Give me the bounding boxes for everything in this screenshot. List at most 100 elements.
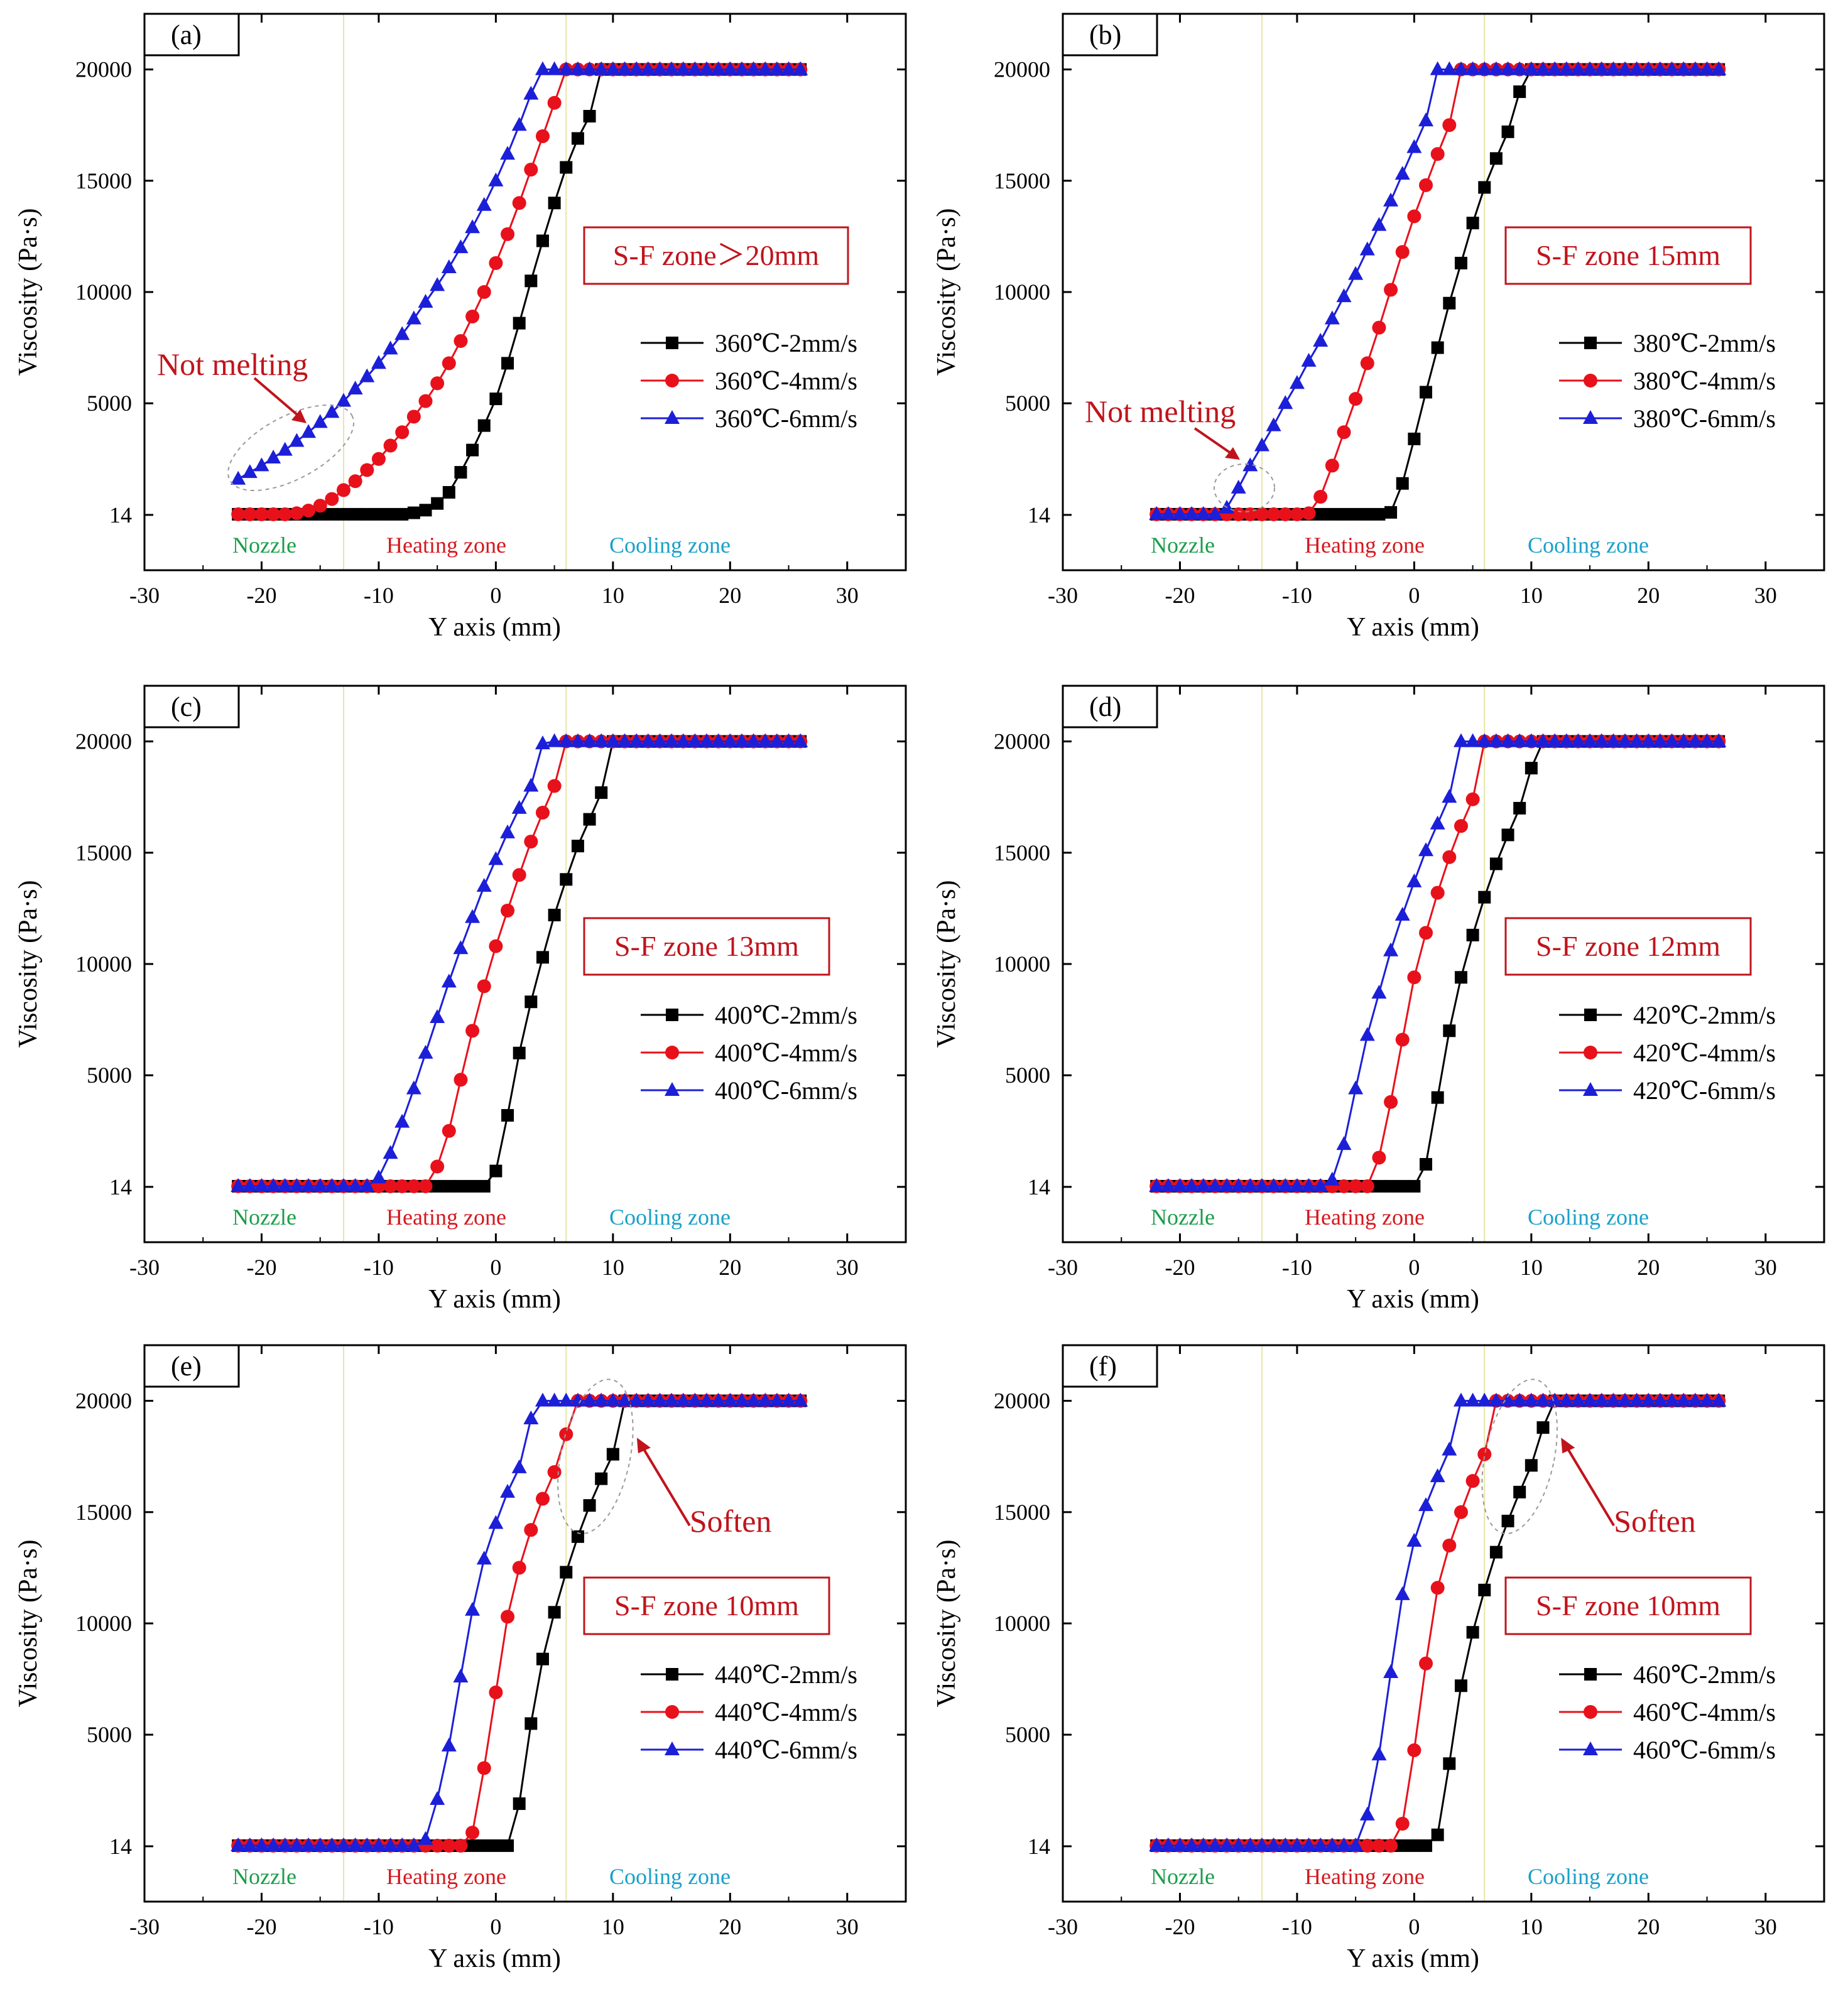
data-point xyxy=(383,438,398,453)
data-point xyxy=(594,61,609,75)
data-point xyxy=(301,1837,317,1851)
x-tick-label: 20 xyxy=(1637,1914,1660,1939)
y-tick-label: 14 xyxy=(109,1174,132,1199)
data-point xyxy=(1477,733,1492,747)
data-point xyxy=(640,733,656,747)
x-tick-label: -30 xyxy=(1048,1255,1078,1280)
chart-panel-b: -30 -20 -10 0 10 20 30 14 5000 10000 15000 20000 Y a… xyxy=(932,13,1825,642)
legend-entry: 460℃-6mm/s xyxy=(1559,1736,1776,1764)
data-point xyxy=(1359,1027,1375,1041)
legend-entry: 440℃-6mm/s xyxy=(641,1736,857,1764)
data-point xyxy=(1547,1392,1563,1407)
x-tick-label: -20 xyxy=(246,583,276,608)
annotation-arrow xyxy=(253,377,300,417)
zone-label-cooling: Cooling zone xyxy=(609,533,731,558)
series-line xyxy=(1156,68,1719,516)
data-point xyxy=(781,1392,796,1407)
x-tick-label: -30 xyxy=(129,583,160,608)
data-point xyxy=(1419,1656,1433,1671)
data-point xyxy=(1606,733,1621,747)
zone-label-nozzle: Nozzle xyxy=(1151,1864,1215,1889)
x-tick-label: 20 xyxy=(719,583,741,608)
data-point xyxy=(594,1392,609,1407)
data-point xyxy=(335,1178,351,1192)
x-tick-label: 0 xyxy=(490,1255,501,1280)
annotation-arrow xyxy=(1193,427,1232,455)
data-point xyxy=(605,1392,621,1407)
legend-marker xyxy=(1584,1009,1597,1021)
series-circle xyxy=(231,62,808,521)
data-point xyxy=(266,1178,281,1192)
data-point xyxy=(383,1179,398,1193)
data-point xyxy=(546,733,562,747)
chart-panel-d: -30 -20 -10 0 10 20 30 14 5000 10000 15000 20000 Y a… xyxy=(932,685,1825,1314)
x-tick-label: 30 xyxy=(836,1914,859,1939)
data-point xyxy=(1406,873,1422,887)
data-point xyxy=(1430,885,1445,900)
data-point xyxy=(1149,1178,1165,1192)
data-point xyxy=(1513,801,1526,815)
data-point xyxy=(1372,320,1386,335)
data-point xyxy=(1676,1392,1692,1407)
data-point xyxy=(664,733,680,747)
arrow-head xyxy=(1561,1438,1575,1454)
data-point xyxy=(1418,112,1434,127)
data-point xyxy=(512,1561,526,1575)
x-axis-title: Y axis (mm) xyxy=(1347,1944,1479,1973)
data-point xyxy=(1582,61,1598,75)
data-point xyxy=(1652,61,1668,75)
data-point xyxy=(277,1837,293,1851)
legend-entry: 360℃-4mm/s xyxy=(641,367,857,395)
data-point xyxy=(617,733,633,747)
data-point xyxy=(1349,507,1362,521)
x-tick-label: -20 xyxy=(1165,583,1195,608)
data-point xyxy=(1383,942,1399,956)
data-point xyxy=(1406,139,1422,153)
y-tick-label: 20000 xyxy=(994,729,1050,754)
sf-zone-box xyxy=(583,917,830,976)
legend-marker xyxy=(1584,374,1597,387)
data-point xyxy=(442,356,456,371)
legend-label: 360℃-2mm/s xyxy=(715,329,857,357)
data-point xyxy=(489,939,503,953)
data-point xyxy=(1687,733,1703,747)
data-point xyxy=(430,1009,445,1024)
legend-entry: 380℃-4mm/s xyxy=(1559,367,1776,395)
data-point xyxy=(1442,118,1457,133)
x-tick-label: 30 xyxy=(836,1255,859,1280)
data-point xyxy=(266,450,281,464)
data-point xyxy=(501,903,515,918)
data-point xyxy=(231,470,246,485)
data-point xyxy=(278,507,292,521)
data-point xyxy=(1629,61,1644,75)
legend-label: 460℃-6mm/s xyxy=(1633,1736,1776,1764)
legend-marker xyxy=(666,1009,678,1021)
data-point xyxy=(746,1392,761,1407)
y-tick-label: 20000 xyxy=(75,57,132,82)
data-point xyxy=(1478,181,1491,194)
data-point xyxy=(1488,1392,1504,1407)
data-point xyxy=(1408,432,1421,445)
panel-label-box xyxy=(1062,13,1158,57)
data-point xyxy=(548,909,561,922)
data-point xyxy=(1501,125,1514,138)
data-point xyxy=(513,1797,526,1811)
data-point xyxy=(1641,61,1656,75)
y-tick-label: 5000 xyxy=(87,391,132,416)
data-point xyxy=(312,1837,328,1851)
data-point xyxy=(335,1837,351,1851)
data-point xyxy=(1324,1837,1340,1851)
data-point xyxy=(1219,1837,1235,1851)
data-point xyxy=(442,485,455,499)
legend-entry: 400℃-2mm/s xyxy=(641,1001,857,1029)
data-point xyxy=(512,868,526,882)
data-point xyxy=(793,61,808,75)
data-point xyxy=(1372,507,1386,521)
data-point xyxy=(1231,507,1246,521)
legend-label: 440℃-2mm/s xyxy=(715,1660,857,1689)
data-point xyxy=(1172,1178,1188,1192)
data-point xyxy=(1184,1837,1200,1851)
data-point xyxy=(1394,166,1410,180)
data-point xyxy=(1430,1468,1445,1483)
x-tick-label: -30 xyxy=(1048,583,1078,608)
